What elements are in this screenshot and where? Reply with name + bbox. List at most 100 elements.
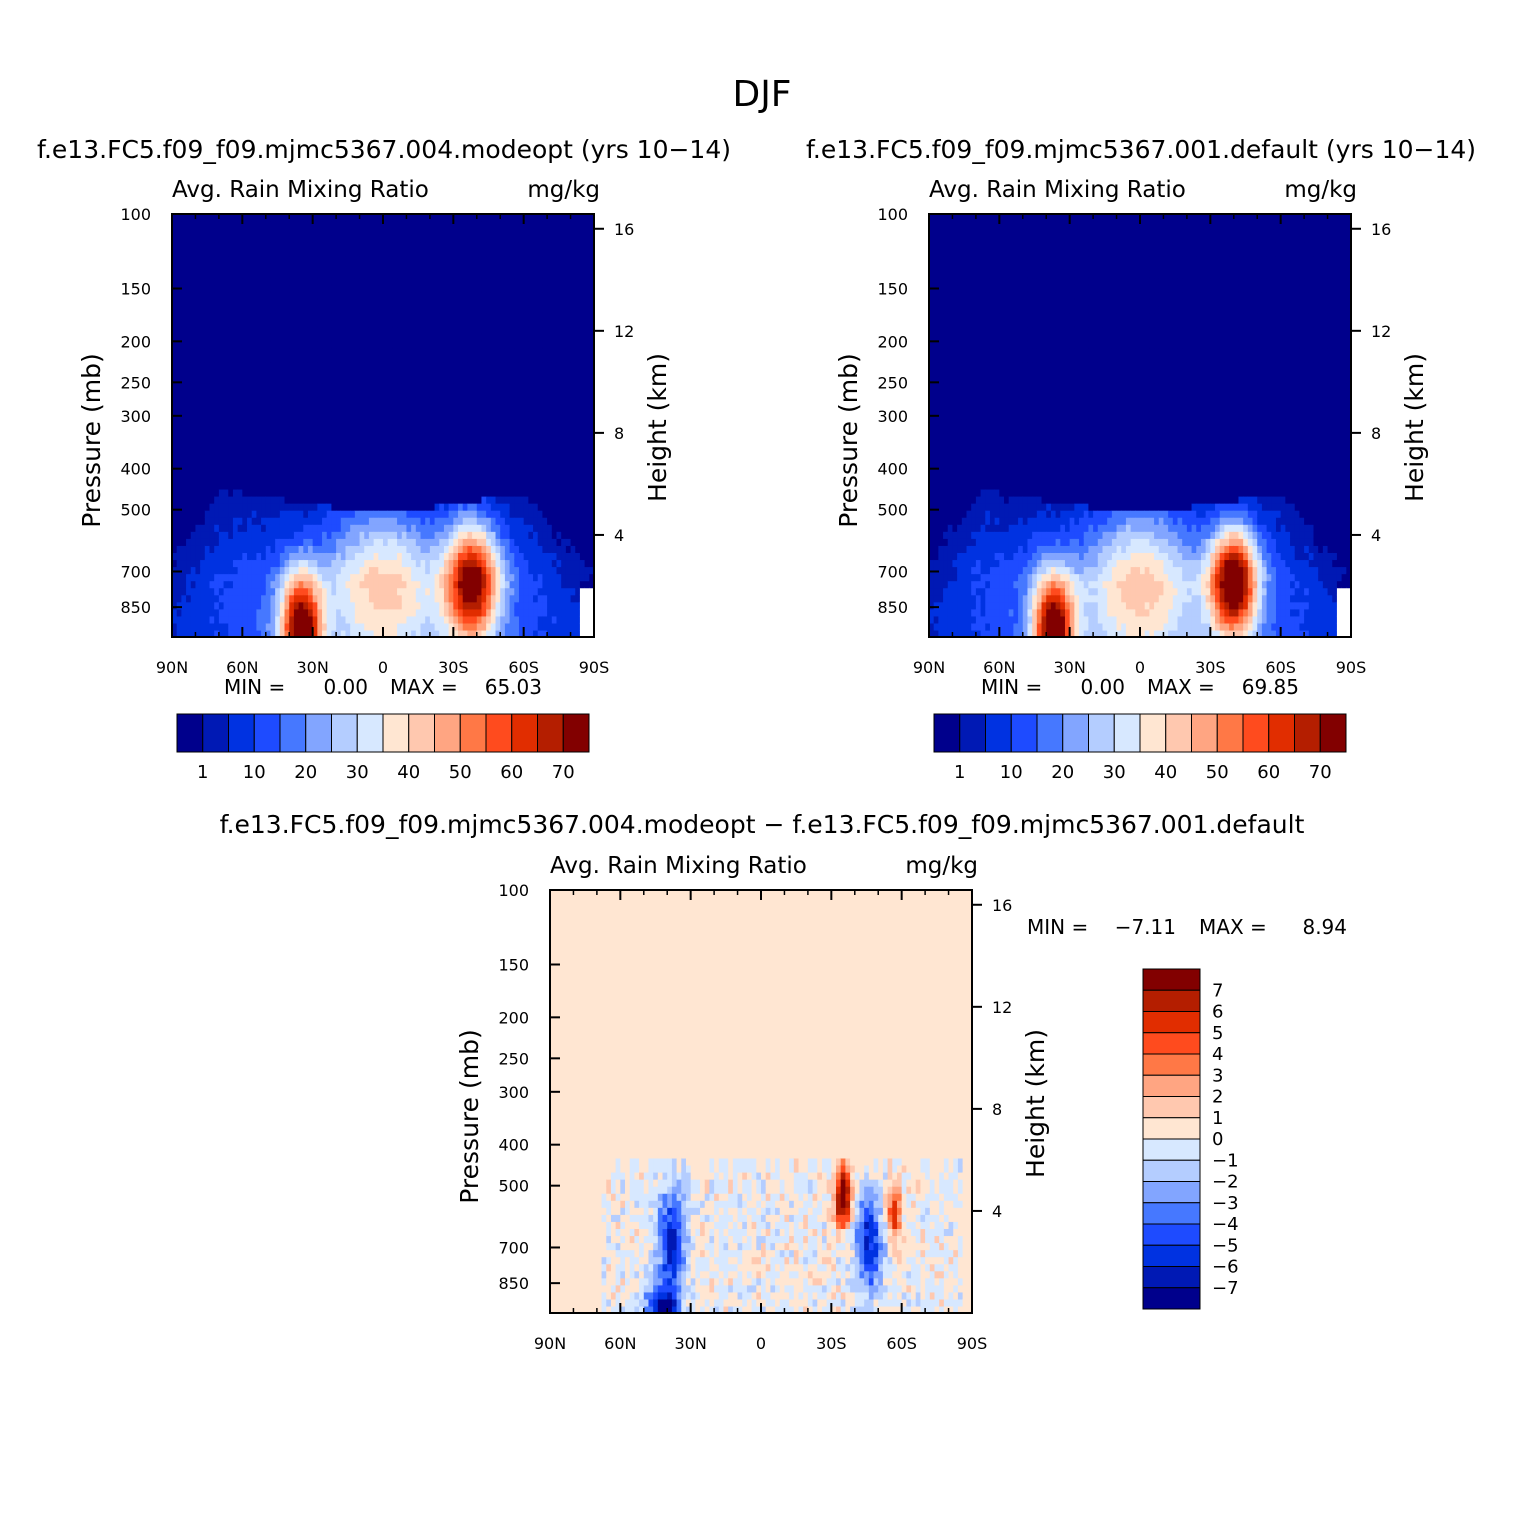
field-cell [317,242,323,250]
field-cell [256,496,262,504]
field-cell [518,404,525,412]
field-cell [462,622,468,631]
field-cell [312,559,318,568]
field-cell [458,439,464,448]
field-cell [172,362,178,370]
field-cell [368,580,375,589]
field-cell [284,629,290,638]
field-cell [397,460,403,469]
field-cell [453,608,459,617]
field-cell [336,474,342,483]
field-cell [458,559,464,568]
field-cell [528,214,534,222]
field-cell [359,284,365,293]
field-cell [228,559,234,568]
field-cell [322,291,328,300]
field-cell [209,397,215,405]
field-cell [514,305,520,314]
field-cell [261,221,267,229]
field-cell [401,488,408,497]
field-cell [270,298,276,307]
field-cell [523,355,529,363]
field-cell [420,496,426,504]
field-cell [486,608,492,617]
field-cell [434,446,440,455]
field-cell [317,284,323,293]
field-cell [448,312,454,321]
field-cell [443,538,450,546]
field-cell [504,340,511,349]
field-cell [411,340,417,349]
field-cell [504,488,511,497]
field-cell [406,263,412,271]
field-cell [172,503,178,511]
field-cell [387,594,393,603]
field-cell [345,383,351,391]
field-cell [420,418,426,427]
field-cell [556,566,562,575]
field-cell [275,538,281,546]
field-cell [261,587,267,596]
field-cell [495,559,501,568]
field-cell [354,214,361,222]
field-cell [547,460,553,469]
field-cell [247,390,253,398]
field-cell [336,397,342,405]
field-cell [373,362,379,370]
field-cell [204,249,211,257]
field-cell [317,481,323,490]
field-cell [542,214,548,222]
field-cell [368,249,375,257]
field-cell [354,531,361,539]
field-cell [214,594,220,603]
field-cell [322,397,328,405]
field-cell [265,418,272,427]
field-cell [190,347,197,356]
field-cell [495,496,501,504]
field-cell [495,242,501,250]
field-cell [453,545,459,553]
field-cell [317,355,323,363]
field-cell [322,383,328,391]
field-cell [186,622,192,631]
field-cell [275,545,281,553]
field-cell [556,390,562,398]
field-cell [364,228,370,236]
field-cell [322,594,328,603]
field-cell [472,481,478,490]
field-cell [556,573,562,582]
field-cell [368,347,375,356]
field-cell [190,545,197,553]
field-cell [387,517,393,525]
field-cell [312,453,318,462]
field-cell [509,524,515,532]
field-cell [326,312,333,321]
field-cell [406,580,412,589]
field-cell [251,538,257,546]
field-cell [397,608,403,617]
field-cell [354,481,361,490]
field-cell [397,601,403,610]
field-cell [443,312,450,321]
field-cell [293,418,300,427]
field-cell [345,517,351,525]
field-cell [401,305,408,314]
field-cell [186,524,192,532]
field-cell [490,496,497,504]
field-cell [373,249,379,257]
field-cell [251,615,257,624]
field-cell [322,538,328,546]
field-cell [284,481,290,490]
field-cell [406,221,412,229]
field-cell [453,270,459,279]
field-cell [265,319,272,328]
field-cell [504,355,511,363]
field-cell [237,333,243,342]
field-cell [551,587,558,596]
field-cell [214,411,220,420]
field-cell [504,629,511,638]
field-cell [476,432,483,441]
field-cell [176,298,182,307]
field-cell [172,369,178,377]
field-cell [448,418,454,427]
